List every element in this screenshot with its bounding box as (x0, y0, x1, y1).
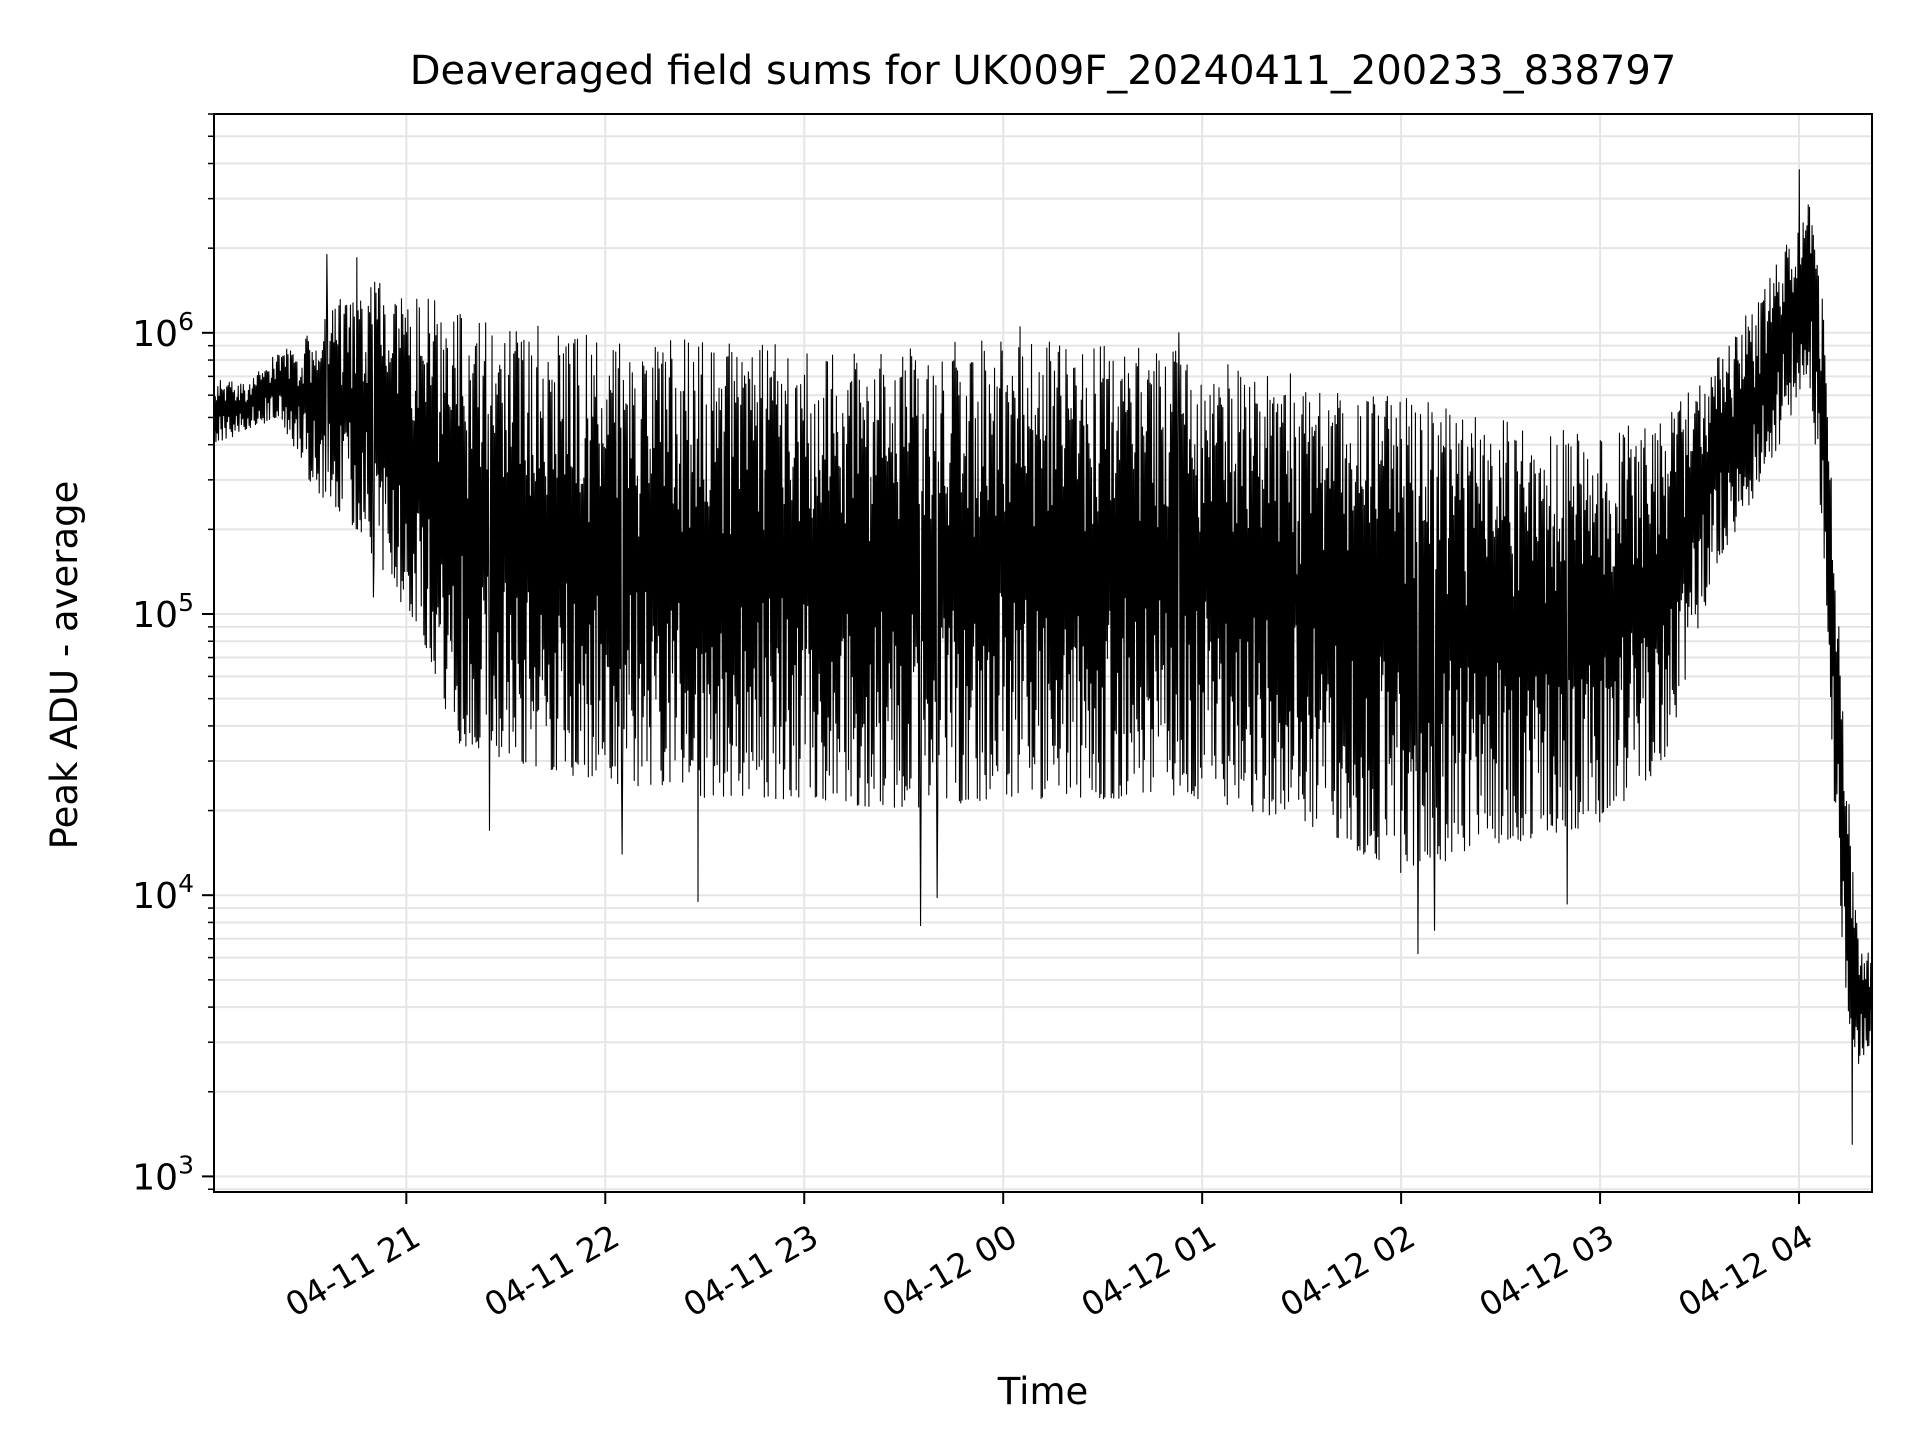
plot-frame (213, 113, 1873, 1193)
x-tick-label: 04-12 04 (1671, 1217, 1819, 1325)
y-tick-label: 103 (132, 1150, 194, 1198)
x-axis-label: Time (997, 1370, 1089, 1413)
x-tick-label: 04-12 02 (1274, 1217, 1422, 1325)
x-tick-label: 04-11 22 (478, 1217, 626, 1325)
x-tick-label: 04-11 23 (677, 1217, 825, 1325)
x-tick-label: 04-12 00 (876, 1217, 1024, 1325)
x-tick-label: 04-12 03 (1472, 1217, 1620, 1325)
x-tick-label: 04-11 21 (279, 1217, 427, 1325)
data-series (213, 169, 1873, 1145)
x-tick-label: 04-12 01 (1075, 1217, 1223, 1325)
series-line (213, 169, 1873, 1145)
y-tick-label: 104 (132, 869, 194, 917)
y-tick-label: 105 (132, 588, 194, 636)
chart-title: Deaveraged field sums for UK009F_2024041… (410, 48, 1677, 94)
y-tick-label: 106 (132, 307, 194, 355)
y-axis-label: Peak ADU - average (43, 481, 86, 850)
